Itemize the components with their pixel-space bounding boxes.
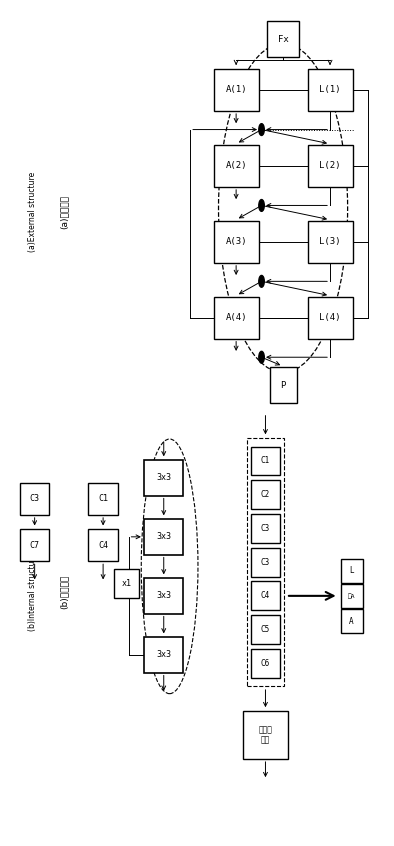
Text: L(2): L(2) [319, 162, 341, 170]
FancyBboxPatch shape [88, 530, 118, 561]
FancyBboxPatch shape [214, 69, 258, 111]
Text: A(4): A(4) [225, 313, 247, 322]
Text: C5: C5 [261, 625, 270, 634]
Text: 3x3: 3x3 [156, 651, 171, 659]
Text: 3x3: 3x3 [156, 473, 171, 482]
Text: A(3): A(3) [225, 237, 247, 246]
FancyBboxPatch shape [214, 145, 258, 187]
FancyBboxPatch shape [251, 547, 280, 577]
Text: C3: C3 [261, 524, 270, 533]
FancyBboxPatch shape [308, 69, 353, 111]
FancyBboxPatch shape [308, 296, 353, 338]
FancyBboxPatch shape [340, 558, 362, 583]
FancyBboxPatch shape [20, 483, 49, 515]
FancyBboxPatch shape [144, 519, 183, 554]
Text: (a)外部结构: (a)外部结构 [59, 195, 69, 229]
Text: C7: C7 [30, 541, 40, 550]
Text: 3x3: 3x3 [156, 591, 171, 601]
FancyBboxPatch shape [214, 221, 258, 263]
Circle shape [259, 351, 264, 363]
Text: C4: C4 [98, 541, 108, 550]
Text: P: P [281, 381, 286, 389]
Text: L(1): L(1) [319, 85, 341, 95]
Text: 3x3: 3x3 [156, 532, 171, 541]
Text: L(3): L(3) [319, 237, 341, 246]
FancyBboxPatch shape [251, 481, 280, 509]
FancyBboxPatch shape [251, 514, 280, 543]
Text: C1: C1 [261, 457, 270, 465]
FancyBboxPatch shape [144, 637, 183, 673]
Text: A(1): A(1) [225, 85, 247, 95]
Text: 注意力
输出: 注意力 输出 [258, 725, 272, 744]
FancyBboxPatch shape [20, 530, 49, 561]
FancyBboxPatch shape [251, 581, 280, 610]
Text: C3: C3 [261, 558, 270, 567]
FancyBboxPatch shape [269, 367, 297, 403]
Text: (a)External structure: (a)External structure [28, 172, 37, 252]
FancyBboxPatch shape [308, 221, 353, 263]
Text: C6: C6 [261, 659, 270, 667]
Text: C3: C3 [30, 494, 40, 503]
FancyBboxPatch shape [267, 21, 299, 58]
Text: L(4): L(4) [319, 313, 341, 322]
FancyBboxPatch shape [251, 447, 280, 475]
Text: C1: C1 [98, 494, 108, 503]
FancyBboxPatch shape [251, 649, 280, 678]
Text: C4: C4 [261, 591, 270, 601]
Text: C2: C2 [261, 490, 270, 499]
Text: 略A: 略A [348, 593, 355, 599]
FancyBboxPatch shape [144, 460, 183, 496]
FancyBboxPatch shape [340, 584, 362, 608]
FancyBboxPatch shape [114, 569, 139, 597]
FancyBboxPatch shape [340, 609, 362, 633]
Text: x1: x1 [122, 579, 132, 588]
FancyBboxPatch shape [308, 145, 353, 187]
Text: L: L [349, 566, 354, 575]
Text: (b)内部结构: (b)内部结构 [59, 574, 69, 609]
Circle shape [259, 200, 264, 212]
FancyBboxPatch shape [214, 296, 258, 338]
Text: Fx: Fx [278, 35, 288, 44]
FancyBboxPatch shape [251, 615, 280, 644]
Circle shape [259, 276, 264, 288]
Circle shape [259, 124, 264, 135]
Text: (b)Internal structure: (b)Internal structure [28, 552, 37, 631]
FancyBboxPatch shape [88, 483, 118, 515]
FancyBboxPatch shape [243, 711, 288, 759]
FancyBboxPatch shape [144, 578, 183, 613]
Text: A(2): A(2) [225, 162, 247, 170]
Text: A: A [349, 617, 354, 626]
